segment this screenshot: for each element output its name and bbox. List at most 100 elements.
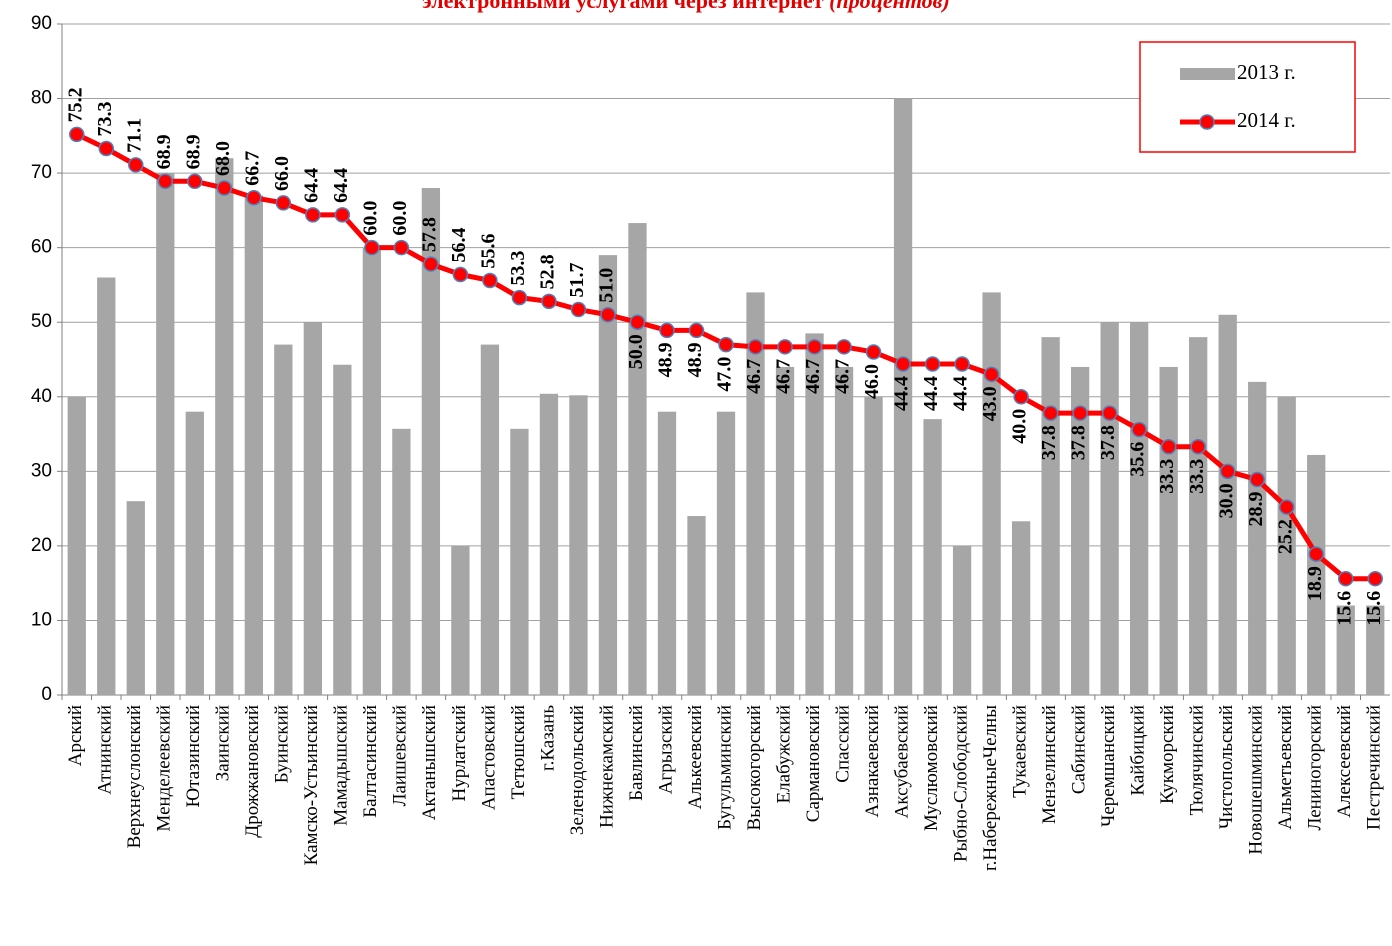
marker	[1013, 389, 1029, 405]
marker	[423, 256, 439, 272]
marker	[1042, 405, 1059, 421]
bar	[67, 396, 86, 695]
x-tick-label: Мензелинский	[1039, 705, 1060, 824]
bar	[805, 333, 824, 695]
bar	[333, 364, 352, 695]
marker	[1101, 405, 1118, 421]
x-tick-label: Нурлатский	[449, 705, 470, 801]
bar	[1130, 322, 1149, 695]
data-label: 51.0	[596, 268, 618, 303]
bar	[392, 428, 411, 695]
bar	[1100, 322, 1119, 695]
marker	[1308, 546, 1324, 562]
x-tick-label: Муслюмовский	[921, 705, 942, 831]
marker	[1131, 421, 1147, 438]
x-tick-label: Высокогорский	[744, 705, 765, 830]
bar	[982, 292, 1001, 695]
x-tick-label: Атнинский	[95, 705, 116, 795]
x-tick-label: Рыбно-Слободский	[950, 705, 971, 862]
bar	[834, 366, 854, 695]
data-label: 52.8	[537, 254, 559, 289]
x-tick-label: г.Казань	[537, 705, 558, 771]
data-label: 33.3	[1186, 459, 1208, 494]
x-tick-label: Заинский	[213, 705, 234, 781]
data-label: 68.0	[212, 141, 234, 176]
bar	[1218, 314, 1237, 695]
x-tick-label: Арский	[65, 705, 86, 766]
x-tick-label: Агрызский	[655, 705, 676, 794]
x-tick-label: Менделеевский	[154, 705, 175, 832]
marker	[305, 207, 321, 223]
data-label: 46.7	[832, 359, 854, 394]
bar	[952, 545, 972, 695]
data-label: 46.7	[743, 359, 765, 394]
x-tick-label: Сабинский	[1068, 705, 1089, 794]
marker	[895, 356, 911, 372]
y-tick-label: 20	[31, 535, 52, 556]
marker	[482, 272, 498, 289]
x-tick-label: Тетюшский	[508, 705, 529, 799]
data-label: 33.3	[1156, 459, 1178, 494]
marker	[983, 366, 1000, 383]
bar	[1189, 337, 1208, 695]
bar	[746, 292, 765, 695]
legend-box	[1139, 41, 1356, 153]
bar	[923, 419, 942, 695]
bar	[1070, 366, 1090, 695]
marker	[1278, 499, 1295, 515]
data-label: 68.9	[153, 134, 175, 169]
x-tick-label: Алькеевский	[685, 705, 706, 809]
x-tick-label: Алексеевский	[1334, 705, 1355, 818]
x-tick-label: Тюлячинский	[1187, 705, 1208, 816]
x-tick-label: Верхнеуслонский	[124, 705, 145, 848]
bar	[1336, 605, 1355, 695]
data-label: 48.9	[684, 342, 706, 377]
y-tick-label: 40	[31, 386, 52, 407]
x-tick-label: Аксубаевский	[891, 705, 912, 818]
data-label: 44.4	[920, 376, 942, 411]
data-label: 37.8	[1038, 425, 1060, 460]
x-tick-label: Сармановский	[803, 705, 824, 822]
marker	[393, 239, 410, 256]
bar	[97, 277, 116, 695]
bar	[274, 344, 293, 695]
x-tick-label: Спасский	[832, 705, 853, 783]
data-label: 35.6	[1127, 442, 1149, 477]
marker	[511, 289, 528, 306]
y-tick-label: 30	[31, 460, 52, 481]
data-label: 15.6	[1333, 591, 1355, 626]
data-label: 64.4	[330, 168, 352, 203]
marker	[600, 307, 616, 323]
bar	[1159, 366, 1178, 695]
data-label: 55.6	[478, 233, 500, 268]
marker	[924, 356, 941, 372]
bar	[539, 393, 559, 695]
bar	[569, 395, 588, 695]
x-tick-label: Ютазинский	[183, 705, 204, 807]
data-label: 46.0	[861, 364, 883, 399]
marker	[865, 344, 882, 360]
data-label: 50.0	[625, 334, 647, 369]
x-tick-label: Кукморский	[1157, 705, 1178, 804]
marker	[69, 126, 85, 143]
data-label: 47.0	[714, 357, 736, 392]
data-label: 60.0	[359, 201, 381, 236]
title-note: (процентов)	[829, 0, 950, 13]
data-label: 44.4	[950, 376, 972, 411]
data-label: 25.2	[1274, 519, 1296, 554]
x-tick-label: Тукаевский	[1009, 705, 1030, 798]
bar	[510, 428, 529, 695]
legend-swatch	[1180, 68, 1235, 80]
marker	[364, 239, 380, 256]
data-label: 51.7	[566, 263, 588, 298]
marker	[688, 322, 705, 339]
marker	[187, 173, 203, 190]
marker	[1249, 471, 1265, 488]
marker	[1367, 570, 1383, 587]
bar	[244, 195, 263, 695]
bar	[421, 188, 441, 695]
data-label: 57.8	[418, 217, 440, 252]
data-label: 37.8	[1068, 425, 1090, 460]
marker	[954, 356, 970, 372]
